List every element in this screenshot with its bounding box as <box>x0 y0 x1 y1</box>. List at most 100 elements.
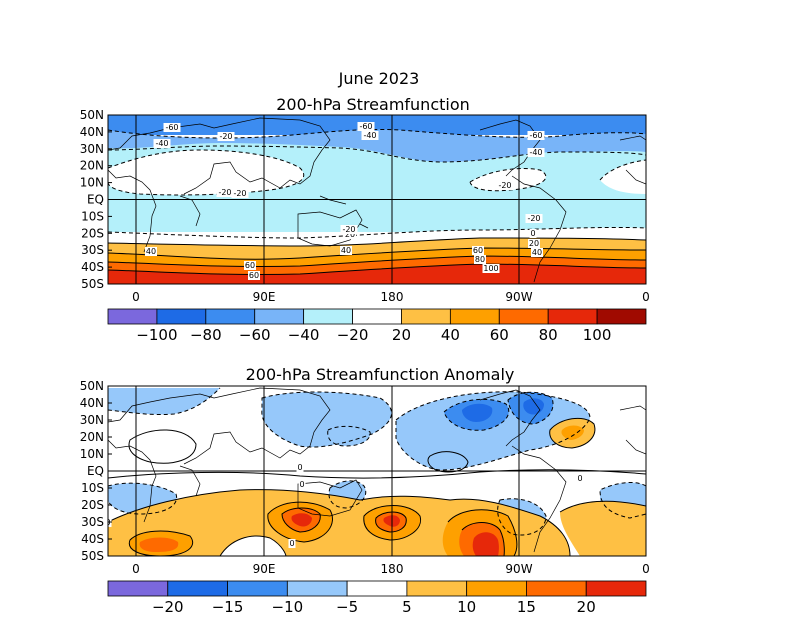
contour-label: -40 <box>363 131 376 140</box>
colorbar-swatch <box>156 308 207 325</box>
colorbar-swatch <box>205 308 256 325</box>
colorbar-label: 10 <box>457 598 476 616</box>
colorbar-label: −40 <box>288 326 320 344</box>
lat-tick-label: 50N <box>80 379 104 393</box>
colorbar-swatch <box>346 580 408 597</box>
contour-label: -60 <box>165 123 178 132</box>
contour-label-bg <box>163 123 181 132</box>
lon-tick-label: 0 <box>642 290 650 304</box>
lon-tick-label: 90W <box>505 562 532 576</box>
lat-tick-label: 30N <box>80 142 104 156</box>
lat-tick-label: 40S <box>81 532 104 546</box>
colorbar-swatch <box>286 580 348 597</box>
lat-tick-label: 30S <box>81 515 104 529</box>
lat-tick-label: EQ <box>87 193 104 207</box>
contour-label: 40 <box>146 247 156 256</box>
panel2-title: 200-hPa Streamfunction Anomaly <box>246 365 515 384</box>
band-1 <box>108 115 646 135</box>
panel1-lat-ticks: 50N 40N 30N 20N 10N EQ 10S 20S 30S 40S 50S <box>80 108 112 291</box>
panel1-colorbar: −100 −80 −60 −40 −20 20 40 60 80 100 <box>107 308 647 344</box>
contours-pos-2 <box>108 417 646 556</box>
band-white-mex <box>600 160 646 194</box>
panel1-lon-ticks: 0 90E 180 90W 0 <box>132 280 650 304</box>
colorbar-label: −20 <box>337 326 369 344</box>
lon-tick-label: 0 <box>132 290 140 304</box>
contour-label: 60 <box>245 261 255 270</box>
colorbar-swatch <box>526 580 587 597</box>
lat-tick-label: 50S <box>81 549 104 563</box>
contour-label-bg <box>244 261 256 270</box>
lat-tick-label: 40S <box>81 260 104 274</box>
contour-label-bg <box>145 247 157 256</box>
contour-label-bg <box>216 188 234 197</box>
contour-label: 0 <box>289 539 294 548</box>
colorbar-label: −15 <box>212 598 244 616</box>
colorbar-swatch <box>596 308 647 325</box>
lon-tick-label: 0 <box>132 562 140 576</box>
colorbar-label: −10 <box>272 598 304 616</box>
contour-label-bg <box>231 189 249 198</box>
band-white-atl <box>470 168 546 191</box>
lat-tick-label: 10S <box>81 209 104 223</box>
lat-tick-label: 20N <box>80 430 104 444</box>
colorbar-swatch <box>547 308 598 325</box>
contour-label-bg <box>525 214 543 223</box>
grid-lines-2 <box>108 386 646 556</box>
contour-label-bg <box>576 474 584 483</box>
coastlines-2 <box>108 387 646 553</box>
contour-label: 40 <box>341 246 351 255</box>
contour-label: 60 <box>249 271 259 280</box>
colorbar-swatch <box>498 308 549 325</box>
contour-label-bg <box>529 229 537 238</box>
lat-tick-label: 10N <box>80 176 104 190</box>
anom-neg-indian <box>327 426 371 446</box>
colorbar-swatch <box>107 580 169 597</box>
colorbar-swatch <box>585 580 647 597</box>
anom-pos-sa-east <box>560 501 646 556</box>
contour-labels-1: -60-40-20-60-40-40-60-20-20-20-200202040… <box>145 122 545 280</box>
contour-label-bg <box>344 230 356 239</box>
colorbar-label: −5 <box>336 598 358 616</box>
lon-tick-label: 90E <box>253 290 276 304</box>
panel1-title: 200-hPa Streamfunction <box>276 95 470 114</box>
lat-tick-label: 40N <box>80 396 104 410</box>
colorbar-swatch <box>254 308 305 325</box>
contour-label: 0 <box>530 229 535 238</box>
anom-pos-east-atl-core <box>561 425 584 440</box>
colorbar-label: 40 <box>441 326 460 344</box>
lat-tick-label: 20S <box>81 498 104 512</box>
contour-label: 60 <box>473 246 483 255</box>
contours-neg-1 <box>108 128 646 239</box>
anom-pos-africa-core <box>139 537 179 552</box>
colorbar-label: 5 <box>402 598 412 616</box>
colorbar-label: 20 <box>577 598 596 616</box>
contour-label-bg <box>357 122 375 131</box>
lat-tick-label: 30N <box>80 413 104 427</box>
lon-tick-label: 180 <box>381 290 404 304</box>
contour-label: 40 <box>532 248 542 257</box>
colorbar-label: −100 <box>136 326 177 344</box>
contour-label-bg <box>528 239 540 248</box>
contour-label-bg <box>474 255 486 264</box>
contour-label: 0 <box>577 474 582 483</box>
contour-label: -20 <box>527 214 540 223</box>
contour-label: -60 <box>529 131 542 140</box>
lat-tick-label: 10S <box>81 481 104 495</box>
contour-label-bg <box>496 181 514 190</box>
colorbar-swatch <box>227 580 288 597</box>
panel2-lat-ticks: 50N 40N 30N 20N 10N EQ 10S 20S 30S 40S 50S <box>80 379 112 563</box>
contour-label-bg <box>298 480 306 489</box>
contour-label: -20 <box>233 189 246 198</box>
contour-label-bg <box>527 148 545 157</box>
contour-label: -20 <box>342 225 355 234</box>
grid-lines-1 <box>108 115 646 284</box>
lat-tick-label: 30S <box>81 243 104 257</box>
contour-label: 20 <box>345 230 355 239</box>
colorbar-label: 100 <box>583 326 612 344</box>
contours-neg-2 <box>108 387 646 536</box>
contour-label-bg <box>296 463 304 472</box>
contour-label: 20 <box>529 239 539 248</box>
contour-label-bg <box>472 246 484 255</box>
contour-label: 80 <box>475 255 485 264</box>
